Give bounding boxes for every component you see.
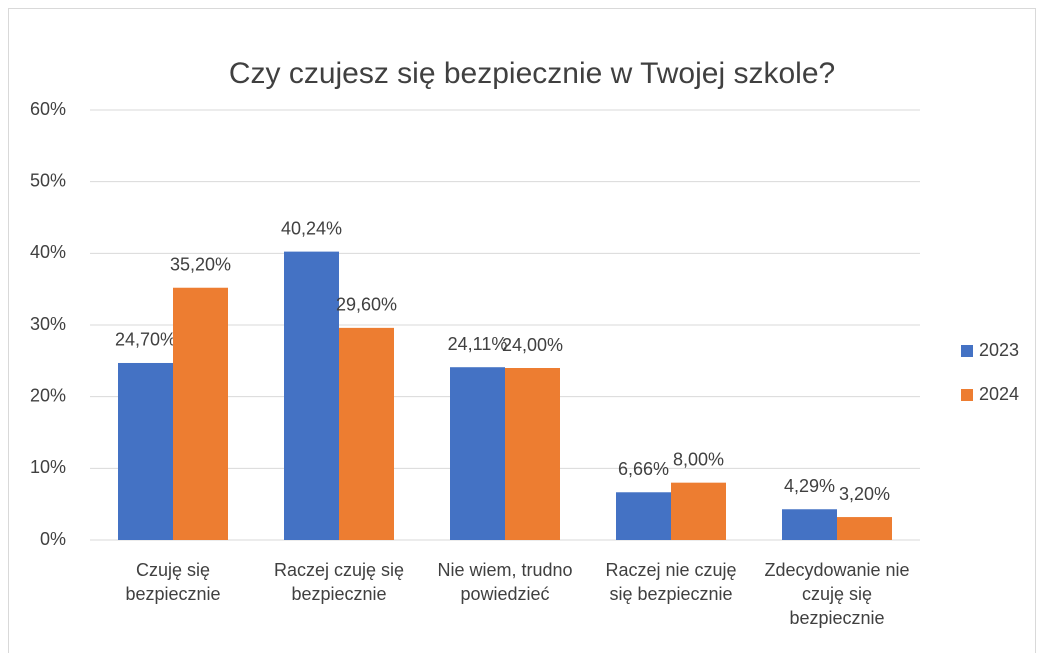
value-label: 24,11% [448, 334, 508, 354]
bar [118, 362, 173, 540]
y-tick-label: 20% [30, 385, 66, 405]
x-tick-label: Nie wiem, trudno powiedzieć [437, 560, 573, 604]
y-tick-label: 30% [30, 314, 66, 334]
bar [339, 327, 394, 540]
x-tick-label: Raczej czuję się bezpiecznie [273, 560, 405, 604]
bar [505, 368, 560, 540]
bar [671, 482, 726, 540]
bar [284, 251, 339, 540]
value-label: 24,70% [115, 330, 176, 350]
value-label: 4,29% [784, 476, 835, 496]
value-label: 6,66% [618, 459, 669, 479]
value-label: 24,00% [502, 335, 563, 355]
y-tick-label: 60% [30, 99, 66, 119]
bar [616, 492, 671, 540]
x-tick-label: Raczej nie czuję się bezpiecznie [605, 560, 737, 604]
bar [450, 367, 505, 540]
x-tick-label: Zdecydowanie nie czuję się bezpiecznie [764, 560, 910, 628]
legend-swatch [961, 345, 973, 357]
x-tick-label: Czuję się bezpiecznie [125, 560, 221, 604]
y-tick-label: 10% [30, 457, 66, 477]
legend-label: 2024 [979, 384, 1019, 404]
value-label: 3,20% [839, 484, 890, 504]
chart-title: Czy czujesz się bezpiecznie w Twojej szk… [229, 57, 835, 90]
value-label: 29,60% [336, 295, 397, 315]
legend-swatch [961, 389, 973, 401]
y-tick-label: 40% [30, 242, 66, 262]
y-tick-label: 50% [30, 170, 66, 190]
value-label: 35,20% [170, 254, 231, 274]
bar [837, 517, 892, 540]
legend-label: 2023 [979, 340, 1019, 360]
value-label: 40,24% [281, 218, 342, 238]
y-tick-label: 0% [40, 529, 66, 549]
bar [782, 509, 837, 540]
bar [173, 287, 228, 540]
value-label: 8,00% [673, 449, 724, 469]
